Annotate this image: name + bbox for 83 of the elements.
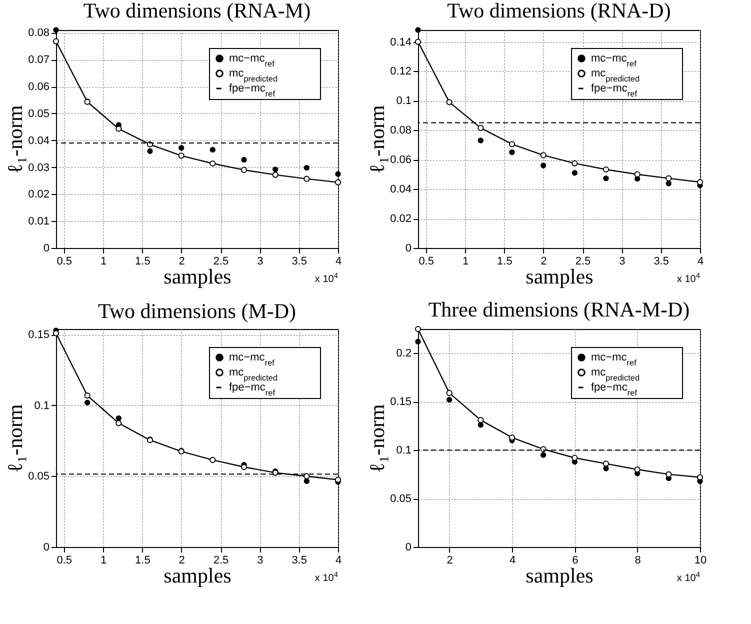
chart-title: Two dimensions (RNA-D) [447,0,671,23]
x-tick-label: 1.5 [135,256,150,268]
x-axis-title: samples [526,264,594,288]
legend-label: mc−mc$_{ref}$ [591,52,638,68]
legend-label: fpe−mc$_{ref}$ [229,382,276,397]
y-tick-label: 0.03 [28,162,50,174]
x-tick-label: 2 [178,554,185,566]
x-tick-label: 3.5 [292,256,307,268]
legend-label: fpe−mc$_{ref}$ [591,82,638,98]
x-tick-label: 4 [335,256,342,268]
legend-label: fpe−mc$_{ref}$ [229,82,276,98]
y-tick-label: 0.01 [28,216,50,228]
y-axis-title: ℓ₁-norm [365,404,390,473]
x-tick-label: 2.5 [213,256,229,268]
x-tick-label: 10 [694,554,707,566]
y-tick-label: 0.07 [28,54,50,66]
x-tick-label: 0.5 [56,554,72,566]
y-tick-label: 0 [43,542,50,554]
legend-label: mc−mc$_{ref}$ [229,52,276,68]
y-tick-label: 0.05 [28,108,50,120]
y-tick-label: 0.06 [28,81,50,94]
x-tick-label: 2 [540,256,547,268]
y-tick-label: 0 [405,542,412,554]
y-tick-label: 0.04 [28,134,50,147]
legend-label: mc−mc$_{ref}$ [591,352,638,367]
x-axis-title: samples [164,264,232,288]
legend-label: mc$_{predicted}$ [229,366,278,382]
y-tick-label: 0.08 [390,124,412,137]
x-tick-label: 2.5 [213,554,229,566]
x-tick-label: 2.5 [575,256,591,268]
x-tick-label: 6 [572,554,578,566]
legend-label: mc$_{predicted}$ [591,68,640,83]
y-tick-label: 0.1 [396,95,412,108]
x-tick-label: 2 [178,256,185,268]
y-tick-label: 0.08 [28,27,50,40]
x-tick-label: 4 [335,554,342,566]
y-tick-label: 0.1 [396,444,412,457]
text: x 10$^{4}$ [314,270,338,285]
chart-title: Three dimensions (RNA-M-D) [428,297,690,322]
y-tick-label: 0.04 [390,184,412,196]
y-tick-label: 0.12 [390,66,412,78]
x-axis-title: samples [526,564,594,588]
x-tick-label: 1 [462,256,469,268]
text: x 10$^{4}$ [676,270,700,285]
x-tick-label: 3 [619,256,626,268]
x-tick-label: 4 [697,256,704,268]
x-tick-label: 4 [509,554,516,566]
x-tick-label: 3.5 [654,256,669,268]
y-tick-label: 0 [405,242,412,254]
y-axis-title: ℓ₁-norm [3,105,28,174]
chart-title: Two dimensions (RNA-M) [83,0,311,23]
y-tick-label: 0 [43,242,50,254]
legend-label: fpe−mc$_{ref}$ [591,382,638,397]
y-tick-label: 0.14 [390,36,412,48]
legend-label: mc$_{predicted}$ [229,68,278,83]
text: x 10$^{4}$ [676,570,700,584]
legend-label: mc−mc$_{ref}$ [229,352,276,367]
x-tick-label: 8 [634,554,641,566]
y-tick-label: 0.05 [28,470,50,483]
x-tick-label: 0.5 [418,256,434,268]
y-tick-label: 0.02 [390,213,412,226]
x-tick-label: 1.5 [497,256,512,268]
x-tick-label: 3.5 [292,554,307,566]
y-tick-label: 0.15 [28,329,50,342]
y-axis-title: ℓ₁-norm [3,404,28,473]
y-tick-label: 0.15 [390,396,412,408]
y-tick-label: 0.06 [390,154,412,166]
x-tick-label: 3 [257,554,264,566]
legend-label: mc$_{predicted}$ [591,366,640,382]
x-tick-label: 1 [100,256,107,268]
x-tick-label: 1 [100,554,107,566]
x-tick-label: 1.5 [135,554,150,566]
y-tick-label: 0.2 [396,348,412,360]
x-tick-label: 0.5 [56,256,72,268]
chart-title: Two dimensions (M-D) [98,299,296,324]
y-tick-label: 0.05 [390,493,412,506]
y-axis-title: ℓ₁-norm [365,105,390,174]
y-tick-label: 0.02 [28,188,50,201]
y-tick-label: 0.1 [34,400,50,412]
text: x 10$^{4}$ [314,570,338,584]
x-tick-label: 3 [257,256,264,268]
x-tick-label: 2 [446,554,453,566]
x-axis-title: samples [164,564,232,588]
